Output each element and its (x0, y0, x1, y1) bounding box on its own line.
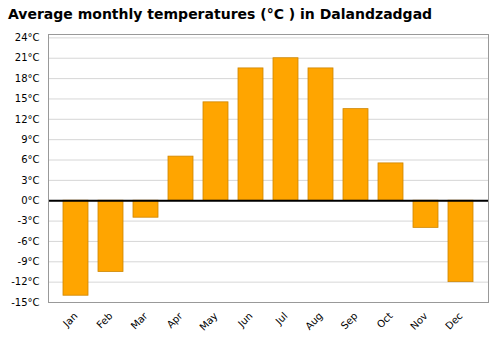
svg-text:-9°C: -9°C (18, 256, 40, 267)
svg-text:Sep: Sep (339, 310, 360, 331)
svg-text:-6°C: -6°C (18, 236, 40, 247)
svg-text:Dec: Dec (443, 310, 464, 331)
svg-text:0°C: 0°C (21, 195, 39, 206)
svg-text:18°C: 18°C (15, 73, 40, 84)
svg-text:Aug: Aug (303, 310, 325, 332)
svg-text:May: May (197, 310, 219, 332)
svg-text:Feb: Feb (94, 310, 114, 330)
svg-text:21°C: 21°C (15, 52, 40, 63)
html-text:Average monthly temperatures (: Average monthly temperatures (°C ) in Da… (8, 6, 433, 22)
svg-text:Mar: Mar (129, 310, 151, 332)
svg-text:6°C: 6°C (21, 154, 39, 165)
svg-text:12°C: 12°C (15, 114, 40, 125)
svg-text:Nov: Nov (408, 310, 430, 332)
svg-text:-12°C: -12°C (11, 276, 39, 287)
svg-text:24°C: 24°C (15, 32, 40, 43)
svg-text:Jun: Jun (235, 310, 255, 330)
svg-text:Oct: Oct (375, 310, 395, 330)
svg-text:9°C: 9°C (21, 134, 39, 145)
svg-text:-15°C: -15°C (11, 297, 39, 308)
svg-text:3°C: 3°C (21, 175, 39, 186)
svg-text:Jan: Jan (60, 310, 79, 329)
svg-text:Apr: Apr (165, 310, 186, 331)
svg-text:-3°C: -3°C (18, 215, 40, 226)
svg-text:15°C: 15°C (15, 93, 40, 104)
svg-text:Jul: Jul (273, 310, 290, 327)
